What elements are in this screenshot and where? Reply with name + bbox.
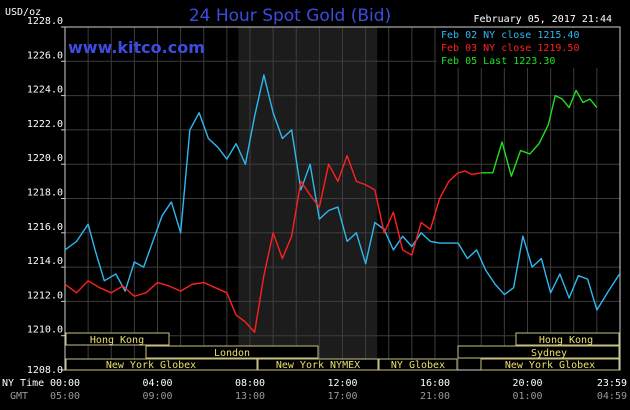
series-line-3 [481,89,598,177]
series-lines [64,74,621,333]
legend-background [437,28,619,68]
ny-time-label: NY Time [2,378,44,389]
series-line-1 [64,74,621,311]
series-line-2 [64,154,482,333]
gmt-tick-label: 01:00 [512,391,542,402]
market-label-hong-kong-1: Hong Kong [90,335,144,346]
market-bar-hong-kong-1 [65,332,170,346]
market-label-ny-globex-2: NY Globex [391,360,445,371]
y-tick-label: 1210.0 [27,325,63,336]
site-watermark: www.kitco.com [68,38,205,57]
market-bar-ny-globex-1 [65,358,258,371]
y-tick-label: 1214.0 [27,256,63,267]
ny-tick-label: 12:00 [327,378,357,389]
gmt-tick-label: 05:00 [50,391,80,402]
legend-item-1: Feb 02 NY close 1215.40 [441,30,579,41]
y-tick-label: 1228.0 [27,16,63,27]
market-label-ny-nymex: New York NYMEX [276,360,360,371]
y-tick-label: 1226.0 [27,50,63,61]
y-tick-label: 1222.0 [27,119,63,130]
market-bar-ny-nymex [257,358,379,371]
y-tick-label: 1208.0 [27,365,63,376]
legend: Feb 02 NY close 1215.40 Feb 03 NY close … [437,28,619,68]
market-label-ny-globex-1: New York Globex [106,360,196,371]
ny-tick-label: 04:00 [142,378,172,389]
gmt-tick-label: 13:00 [235,391,265,402]
gmt-tick-label: 21:00 [420,391,450,402]
ny-tick-label: 16:00 [420,378,450,389]
gmt-tick-label: 17:00 [327,391,357,402]
y-tick-label: 1224.0 [27,85,63,96]
market-bar-ny-globex-3 [480,358,620,371]
y-tick-label: 1212.0 [27,290,63,301]
y-tick-label: 1218.0 [27,188,63,199]
market-bar-hong-kong-2 [515,332,620,346]
units-label: USD/oz [5,7,41,18]
x-tick-labels: 00:00 05:00 04:00 09:00 08:00 13:00 12:00 17:00… [50,378,627,402]
y-tick-label: 1220.0 [27,153,63,164]
market-label-sydney: Sydney [531,348,567,359]
gmt-tick-label: 09:00 [142,391,172,402]
grid [61,26,620,371]
chart-title: 24 Hour Spot Gold (Bid) [189,6,391,26]
y-tick-labels: 1210.0 1212.0 1214.0 1216.0 1218.0 1220.0 1222… [27,16,63,376]
timestamp: February 05, 2017 21:44 [474,14,612,25]
ny-tick-label: 08:00 [235,378,265,389]
gmt-label: GMT [10,391,28,402]
ny-tick-label: 00:00 [50,378,80,389]
ny-tick-label: 20:00 [512,378,542,389]
market-bar-london [145,345,319,359]
legend-item-3: Feb 05 Last 1223.30 [441,56,555,67]
market-bar-sydney [457,345,620,359]
ny-tick-label: 23:59 [597,378,627,389]
market-bar-ny-globex-2 [378,358,458,371]
gmt-tick-label: 04:59 [597,391,627,402]
market-label-london: London [214,348,250,359]
legend-item-2: Feb 03 NY close 1219.50 [441,43,579,54]
market-label-hong-kong-2: Hong Kong [539,335,593,346]
y-tick-label: 1216.0 [27,222,63,233]
market-bars: Hong Kong Hong Kong London Sydney New Yo… [65,332,620,371]
market-label-ny-globex-3: New York Globex [505,360,595,371]
